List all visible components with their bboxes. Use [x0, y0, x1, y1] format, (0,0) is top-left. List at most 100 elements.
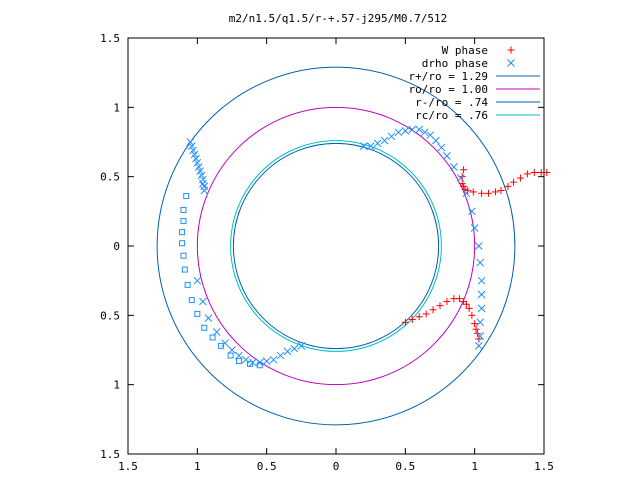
data-point: [194, 310, 201, 317]
legend-label: r+/ro = 1.29: [409, 70, 488, 83]
y-tick-label: 1.5: [100, 448, 120, 461]
data-point: [180, 218, 187, 225]
data-point: [469, 188, 477, 196]
data-point: [408, 315, 416, 323]
data-point: [199, 179, 207, 188]
data-point: [472, 325, 480, 333]
legend-label: r-/ro = .74: [415, 96, 488, 109]
data-point: [235, 358, 242, 365]
data-point: [200, 186, 209, 195]
legend-label: ro/ro = 1.00: [409, 83, 488, 96]
data-point: [227, 352, 234, 359]
data-point: [420, 128, 429, 137]
data-point: [443, 297, 451, 305]
data-point: [436, 302, 444, 310]
data-point: [450, 163, 458, 171]
data-point: [464, 187, 472, 195]
y-tick-label: 1.5: [100, 32, 120, 45]
data-point: [476, 318, 485, 327]
data-point: [201, 324, 208, 331]
data-point: [460, 297, 468, 305]
data-point: [188, 297, 195, 304]
data-point: [415, 125, 424, 134]
data-point: [196, 167, 204, 175]
data-point: [256, 362, 263, 369]
data-point: [476, 258, 485, 267]
data-point: [468, 311, 476, 319]
y-tick-label: 0: [113, 240, 120, 253]
legend-swatch: [507, 59, 515, 67]
data-point: [228, 346, 236, 354]
data-point: [387, 132, 396, 141]
data-points: [179, 125, 551, 369]
data-point: [262, 357, 271, 365]
x-tick-label: 1: [194, 460, 201, 473]
data-point: [462, 189, 471, 198]
data-point: [359, 142, 368, 151]
legend-label: rc/ro = .76: [415, 109, 488, 122]
data-point: [197, 171, 206, 180]
y-tick-label: 1: [113, 379, 120, 392]
data-point: [431, 136, 440, 145]
series-2: [179, 193, 263, 369]
data-point: [471, 320, 479, 328]
series-1: [186, 125, 486, 367]
reference-circle: [230, 140, 442, 352]
data-point: [212, 328, 221, 336]
data-point: [199, 297, 207, 306]
data-point: [476, 332, 485, 340]
chart-title: m2/n1.5/q1.5/r-+.57-j295/M0.7/512: [229, 12, 448, 25]
data-point: [437, 143, 446, 152]
reference-circles: [156, 66, 516, 426]
data-point: [193, 276, 202, 285]
data-point: [401, 127, 410, 135]
data-point: [477, 304, 486, 313]
data-point: [242, 355, 250, 364]
y-tick-label: 1: [113, 101, 120, 114]
data-point: [429, 306, 437, 314]
data-point: [184, 281, 191, 288]
data-point: [504, 182, 512, 190]
data-point: [474, 242, 483, 250]
data-point: [422, 310, 430, 318]
data-point: [380, 136, 389, 145]
data-point: [187, 142, 196, 151]
reference-circle: [156, 66, 516, 426]
x-tick-label: 1.5: [118, 460, 138, 473]
data-point: [179, 229, 186, 236]
data-point: [474, 341, 483, 350]
reference-circle: [196, 106, 476, 386]
data-point: [509, 178, 517, 186]
y-tick-label: 0.5: [100, 309, 120, 322]
data-point: [475, 335, 483, 343]
data-point: [465, 304, 473, 312]
legend-swatch: [507, 46, 515, 54]
x-tick-label: 0.5: [395, 460, 415, 473]
data-point: [183, 193, 190, 200]
data-point: [478, 189, 486, 197]
data-point: [209, 334, 216, 341]
data-point: [276, 351, 285, 360]
data-point: [189, 146, 198, 155]
data-point: [470, 224, 479, 232]
data-point: [497, 187, 505, 195]
data-point: [415, 313, 423, 321]
legend-label: W phase: [442, 44, 488, 57]
data-point: [283, 347, 292, 356]
x-tick-label: 0: [333, 460, 340, 473]
series-0: [401, 166, 551, 343]
data-point: [179, 240, 186, 247]
x-tick-label: 0.5: [257, 460, 277, 473]
data-point: [450, 295, 458, 303]
data-point: [530, 169, 538, 177]
data-point: [456, 174, 465, 182]
data-point: [468, 207, 476, 216]
legend-label: drho phase: [422, 57, 488, 70]
data-point: [181, 266, 188, 273]
data-point: [373, 139, 382, 148]
data-point: [477, 276, 486, 285]
data-point: [194, 163, 203, 171]
y-tick-label: 0.5: [100, 171, 120, 184]
data-point: [235, 351, 243, 360]
